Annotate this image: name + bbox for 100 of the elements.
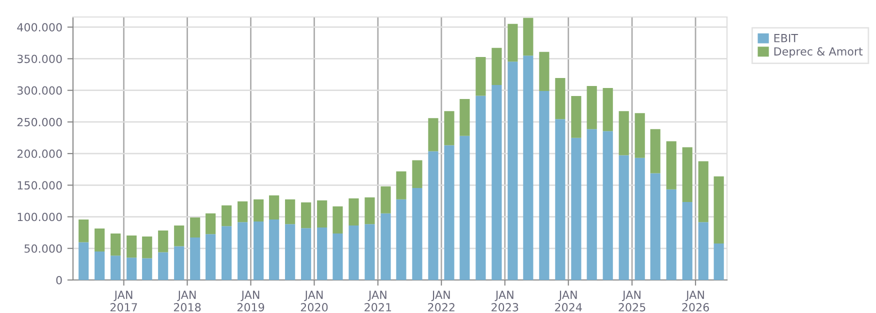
bar <box>460 99 470 136</box>
bar <box>158 230 168 252</box>
y-tick-label: 350.000 <box>17 54 62 64</box>
bar <box>348 226 359 280</box>
y-tick-label: 0 <box>56 276 62 284</box>
bar <box>285 199 296 224</box>
bar <box>571 96 582 138</box>
y-tick-label: 400.000 <box>17 23 62 32</box>
bar <box>650 173 660 280</box>
bar <box>508 24 518 62</box>
bar <box>94 228 105 252</box>
bar <box>301 228 312 280</box>
bar <box>364 224 375 280</box>
bar <box>254 221 264 280</box>
y-tick-label: 150.000 <box>18 181 62 190</box>
bar <box>142 236 152 258</box>
y-tick-label: 50.000 <box>24 244 62 253</box>
bar <box>586 129 597 280</box>
bar <box>460 136 470 280</box>
bar <box>523 18 534 56</box>
bar <box>618 155 629 280</box>
bar <box>94 252 105 280</box>
bar <box>539 91 550 280</box>
bar <box>238 201 248 222</box>
bar <box>682 147 692 202</box>
bar <box>78 219 89 242</box>
bar <box>206 234 216 280</box>
bar <box>428 151 438 280</box>
bar <box>301 202 312 228</box>
y-tick-label: 250.000 <box>17 118 62 126</box>
bar <box>523 56 534 280</box>
y-tick-label: 300.000 <box>17 86 62 95</box>
bar <box>476 56 486 96</box>
bar <box>254 199 264 222</box>
bar <box>602 131 613 280</box>
bar <box>174 226 184 246</box>
bar <box>634 158 645 280</box>
bar <box>142 258 152 280</box>
bar <box>444 111 454 146</box>
y-tick-label: 100.000 <box>18 212 62 222</box>
bar <box>412 188 422 280</box>
bar <box>332 234 343 280</box>
bar <box>126 258 137 280</box>
bar <box>539 52 550 92</box>
bar <box>618 111 629 156</box>
bar <box>238 222 248 280</box>
bar <box>269 219 280 280</box>
bar <box>222 226 232 280</box>
bar <box>174 246 184 280</box>
bar <box>190 217 200 238</box>
bar <box>586 86 597 130</box>
bar <box>396 199 406 280</box>
x-tick-label: JAN 2023 <box>492 290 518 312</box>
x-tick-label: JAN 2018 <box>174 290 201 312</box>
bar <box>666 189 676 280</box>
bar <box>158 252 168 280</box>
bar <box>508 62 518 280</box>
x-tick-label: JAN 2022 <box>428 290 454 312</box>
bar <box>634 113 645 158</box>
legend-label: Deprec & Amort <box>774 47 863 58</box>
bar <box>412 160 422 188</box>
bar <box>126 235 137 258</box>
bar <box>222 205 232 226</box>
bar <box>602 88 613 132</box>
bar <box>380 213 391 280</box>
bar <box>555 119 566 280</box>
bar <box>317 200 328 228</box>
x-tick-label: JAN 2026 <box>682 290 709 312</box>
bar <box>492 48 502 86</box>
bar <box>317 227 328 280</box>
bar <box>666 141 676 190</box>
bar <box>698 161 708 222</box>
x-tick-label: JAN 2017 <box>110 290 137 312</box>
bar <box>714 176 724 244</box>
legend-label: EBIT <box>774 34 798 42</box>
bar <box>110 234 121 256</box>
bar <box>348 198 359 226</box>
bar <box>555 78 566 120</box>
y-tick-label: 200.000 <box>17 150 62 158</box>
bar <box>285 224 296 280</box>
bar <box>492 85 502 280</box>
bar <box>110 256 121 280</box>
x-tick-label: JAN 2020 <box>300 290 328 312</box>
bar <box>571 138 582 280</box>
bar <box>380 186 391 214</box>
bar <box>190 238 200 280</box>
x-tick-label: JAN 2025 <box>618 290 646 312</box>
bar <box>269 195 280 220</box>
bar <box>444 145 454 280</box>
bar <box>682 202 692 280</box>
bar <box>206 213 216 234</box>
bar <box>714 244 724 280</box>
bar <box>476 96 486 280</box>
x-tick-label: JAN 2024 <box>555 290 582 312</box>
bar <box>78 242 89 280</box>
bar <box>428 118 438 152</box>
bar <box>396 171 406 200</box>
bar <box>364 197 375 224</box>
bar <box>332 206 343 234</box>
x-tick-label: JAN 2021 <box>364 290 392 312</box>
